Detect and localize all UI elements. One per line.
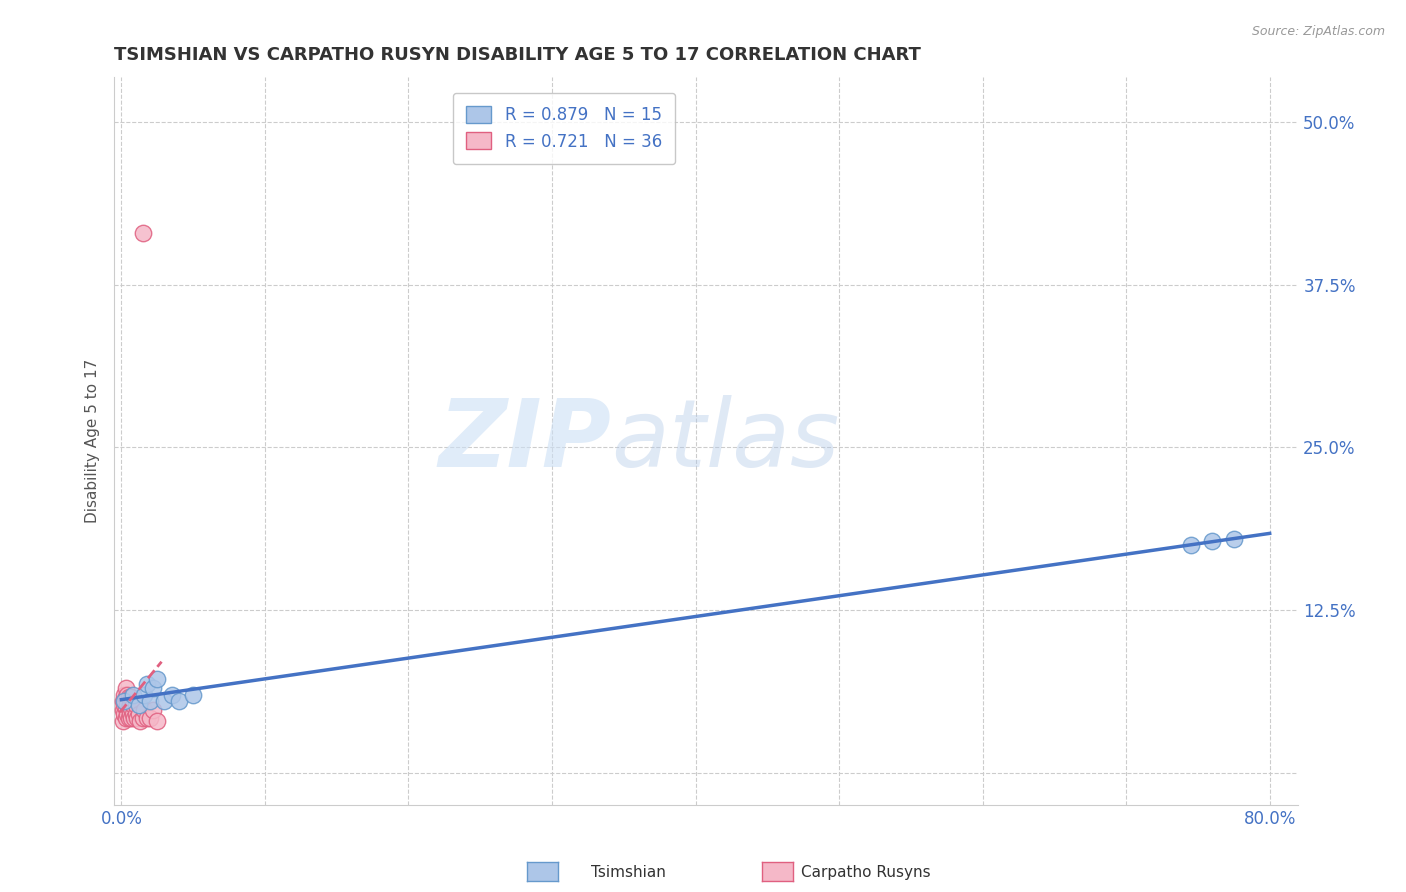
Point xyxy=(121,707,143,722)
Point xyxy=(118,698,141,712)
Point xyxy=(114,711,136,725)
Point xyxy=(112,707,135,722)
Point xyxy=(136,677,159,691)
Point xyxy=(146,672,169,686)
Text: ZIP: ZIP xyxy=(439,395,612,487)
Point xyxy=(181,688,204,702)
Point xyxy=(115,697,138,711)
Point xyxy=(160,688,183,702)
Point xyxy=(121,698,143,712)
Y-axis label: Disability Age 5 to 17: Disability Age 5 to 17 xyxy=(86,359,100,523)
Point xyxy=(111,694,134,708)
Point xyxy=(134,688,156,702)
Point xyxy=(153,694,176,708)
Point xyxy=(125,707,148,722)
Point xyxy=(132,226,155,240)
Point xyxy=(117,690,139,705)
Text: Carpatho Rusyns: Carpatho Rusyns xyxy=(801,865,931,880)
Point xyxy=(134,703,156,717)
Point xyxy=(112,694,135,708)
Point xyxy=(139,711,162,725)
Text: atlas: atlas xyxy=(612,395,839,486)
Point xyxy=(128,707,150,722)
Point xyxy=(112,698,135,712)
Point xyxy=(127,711,149,725)
Point xyxy=(120,690,142,705)
Text: Source: ZipAtlas.com: Source: ZipAtlas.com xyxy=(1251,25,1385,38)
Point xyxy=(117,700,139,714)
Point xyxy=(125,698,148,712)
Text: TSIMSHIAN VS CARPATHO RUSYN DISABILITY AGE 5 TO 17 CORRELATION CHART: TSIMSHIAN VS CARPATHO RUSYN DISABILITY A… xyxy=(114,46,921,64)
Point xyxy=(111,703,134,717)
Point xyxy=(115,688,138,702)
Point xyxy=(124,711,146,725)
Point xyxy=(146,714,169,728)
Point xyxy=(120,711,142,725)
Point xyxy=(118,707,141,722)
Point xyxy=(1223,532,1246,546)
Point xyxy=(129,714,152,728)
Point xyxy=(167,694,190,708)
Point xyxy=(114,681,136,695)
Point xyxy=(111,714,134,728)
Point xyxy=(1201,534,1223,549)
Legend: R = 0.879   N = 15, R = 0.721   N = 36: R = 0.879 N = 15, R = 0.721 N = 36 xyxy=(453,93,675,164)
Point xyxy=(136,711,159,725)
Point xyxy=(128,698,150,712)
Point xyxy=(142,681,165,695)
Point xyxy=(139,694,162,708)
Point xyxy=(114,690,136,705)
Point xyxy=(114,700,136,714)
Point xyxy=(120,700,142,714)
Point xyxy=(142,703,165,717)
Point xyxy=(121,688,143,702)
Text: Tsimshian: Tsimshian xyxy=(591,865,665,880)
Point xyxy=(115,707,138,722)
Point xyxy=(132,711,155,725)
Point xyxy=(112,688,135,702)
Point xyxy=(1180,538,1202,552)
Point xyxy=(117,711,139,725)
